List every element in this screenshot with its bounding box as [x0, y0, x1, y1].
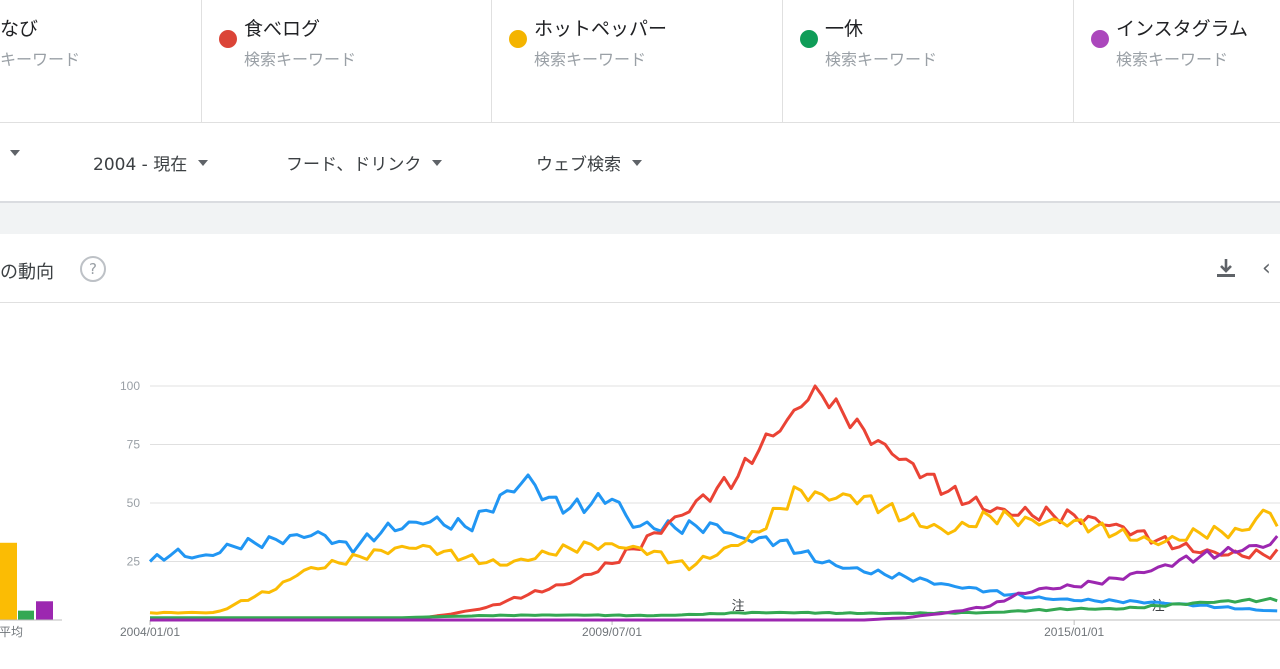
- y-tick-label: 50: [127, 496, 141, 510]
- average-bar: [36, 601, 53, 620]
- section-title: の動向: [0, 262, 54, 283]
- interest-chart: 25 50 75 100 2004/01/01 2009/07/01 2015/01/01 注…: [0, 379, 1280, 639]
- series-color-dot: [509, 30, 527, 48]
- keyword-name: なび: [0, 18, 39, 40]
- keyword-type: 検索キーワード: [534, 50, 647, 69]
- help-icon[interactable]: ?: [80, 256, 106, 282]
- keyword-name: 食べログ: [244, 18, 321, 40]
- x-tick-label: 2004/01/01: [120, 625, 180, 639]
- y-tick-label: 25: [127, 555, 141, 569]
- keyword-name: インスタグラム: [1116, 18, 1249, 40]
- average-bar: [0, 542, 17, 620]
- chevron-down-icon: [198, 159, 209, 166]
- keyword-name: ホットペッパー: [534, 18, 668, 40]
- keyword-bar: なび キーワード 食べログ 検索キーワード ホットペッパー 検索キーワード 一休…: [0, 0, 1280, 123]
- x-tick-label: 2015/01/01: [1044, 625, 1104, 639]
- average-bar: [18, 610, 34, 620]
- section-divider: [0, 203, 1280, 234]
- chevron-down-icon: [632, 159, 642, 166]
- period-label: 2004 - 現在: [93, 155, 188, 175]
- keyword-card-4[interactable]: 一休 検索キーワード: [782, 0, 1073, 122]
- category-dropdown[interactable]: フード、ドリンク: [286, 150, 443, 175]
- chevron-down-icon: [10, 150, 20, 156]
- category-label: フード、ドリンク: [286, 155, 422, 175]
- series-line: [148, 473, 1278, 613]
- search-type-label: ウェブ検索: [536, 155, 621, 175]
- region-dropdown[interactable]: [10, 150, 20, 156]
- y-tick-label: 75: [127, 438, 141, 452]
- keyword-type: 検索キーワード: [244, 50, 357, 69]
- keyword-type: 検索キーワード: [1116, 50, 1229, 69]
- x-tick-label: 2009/07/01: [582, 625, 642, 639]
- period-dropdown[interactable]: 2004 - 現在: [93, 150, 209, 175]
- keyword-type: 検索キーワード: [825, 50, 938, 69]
- average-label: 平均: [0, 625, 23, 639]
- filter-bar: 2004 - 現在 フード、ドリンク ウェブ検索: [0, 123, 1280, 203]
- keyword-name: 一休: [825, 18, 864, 40]
- keyword-card-2[interactable]: 食べログ 検索キーワード: [201, 0, 491, 122]
- series-line: [149, 485, 1279, 615]
- series-color-dot: [219, 30, 237, 48]
- keyword-card-3[interactable]: ホットペッパー 検索キーワード: [491, 0, 782, 122]
- series-color-dot: [800, 30, 818, 48]
- y-tick-label: 100: [120, 379, 140, 393]
- keyword-card-1[interactable]: なび キーワード: [0, 0, 201, 122]
- keyword-type: キーワード: [0, 50, 81, 69]
- download-icon[interactable]: [1214, 256, 1238, 280]
- note-marker: 注: [732, 598, 745, 613]
- interest-over-time-header: の動向 ? ‹: [0, 234, 1280, 303]
- chevron-down-icon: [432, 159, 443, 166]
- series-line: [150, 535, 1279, 622]
- share-icon[interactable]: ‹: [1262, 256, 1271, 281]
- series-line: [150, 596, 1278, 620]
- series-color-dot: [1091, 30, 1109, 48]
- search-type-dropdown[interactable]: ウェブ検索: [536, 150, 642, 175]
- keyword-card-5[interactable]: インスタグラム 検索キーワード: [1073, 0, 1280, 122]
